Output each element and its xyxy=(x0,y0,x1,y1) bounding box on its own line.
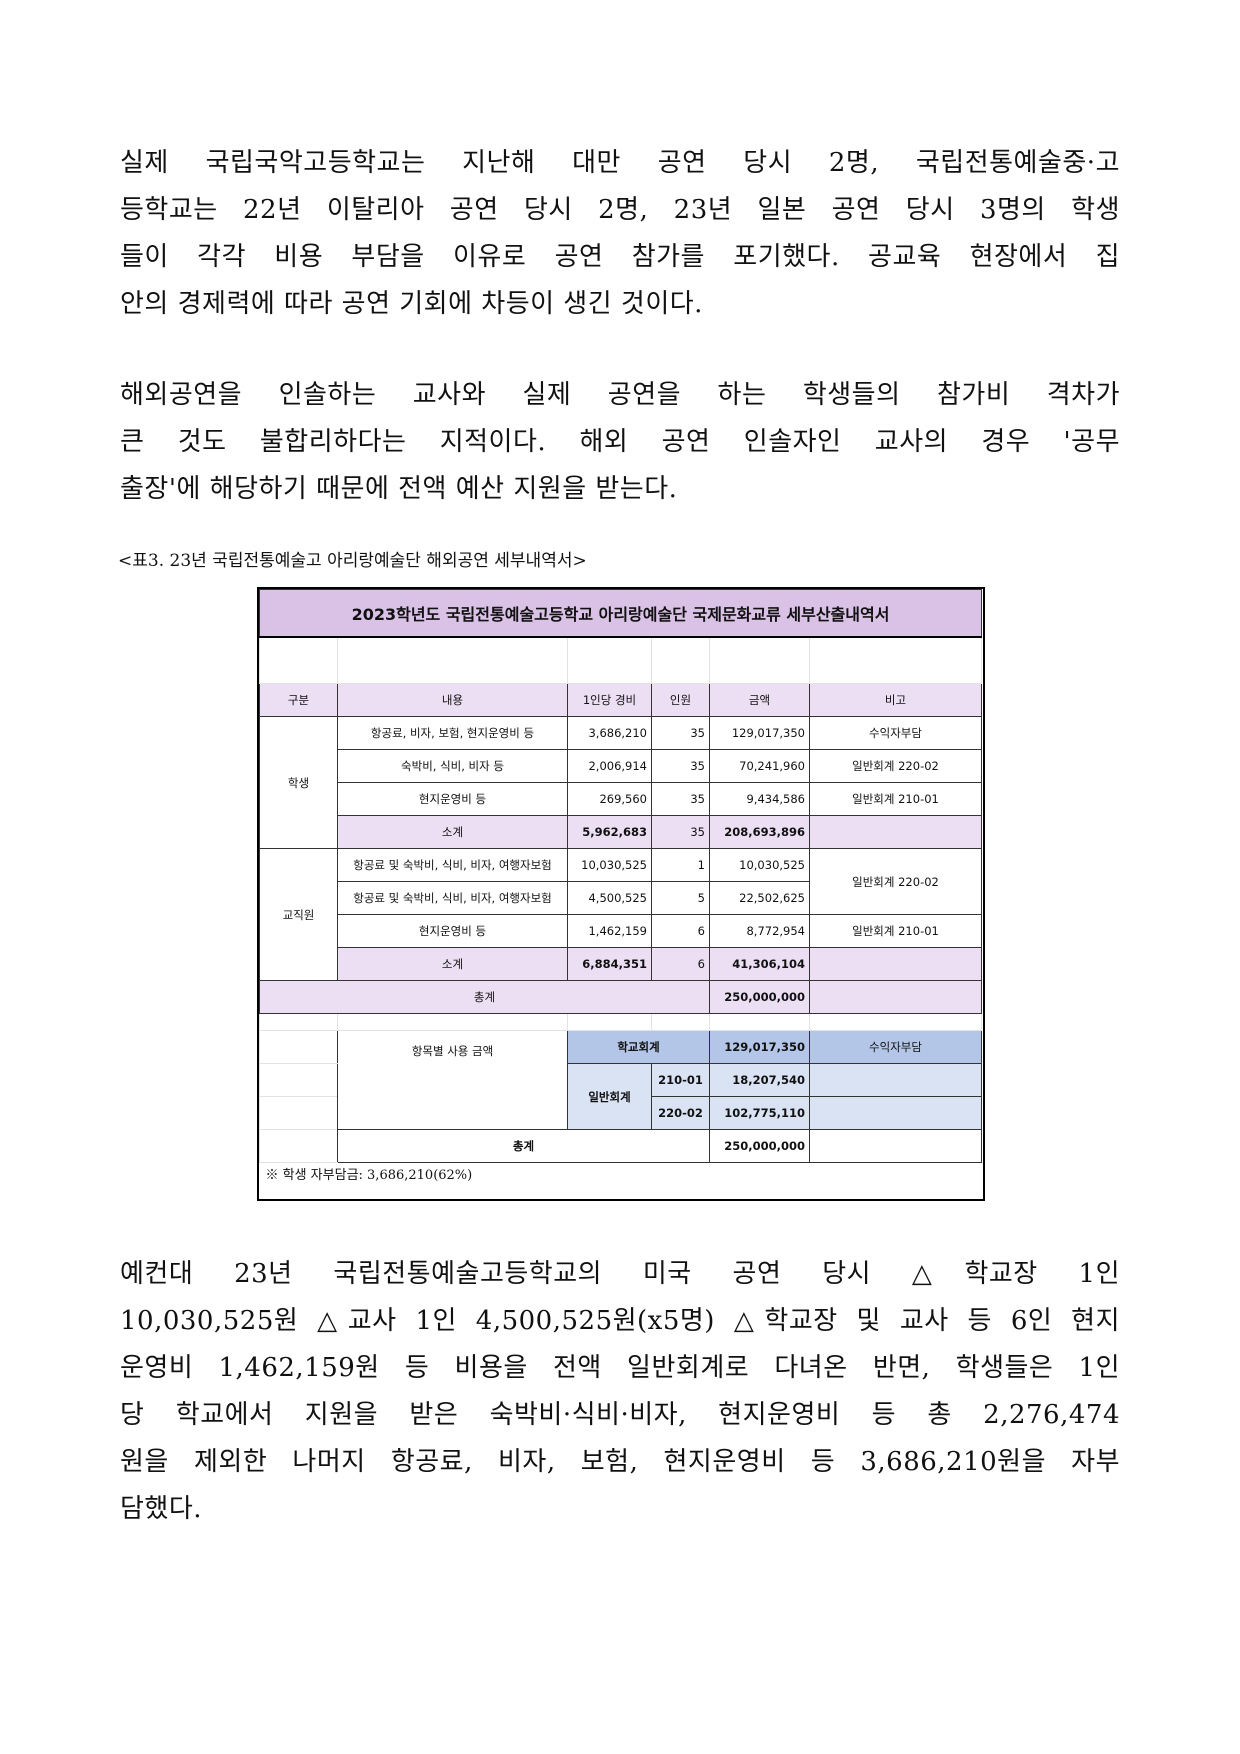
cell xyxy=(808,1096,983,1130)
text-line: 해외공연을 인솔하는 교사와 실제 공연을 하는 학생들의 참가비 격차가 xyxy=(120,380,1120,410)
text-line: 안의 경제력에 따라 공연 기회에 차등이 생긴 것이다. xyxy=(120,289,703,319)
header-row: 구분 내용 1인당 경비 인원 금액 비고 xyxy=(259,683,983,717)
cell: 항공료 및 숙박비, 식비, 비자, 여행자보험 xyxy=(337,881,568,915)
text-line: 등학교는 22년 이탈리아 공연 당시 2명, 23년 일본 공연 당시 3명의… xyxy=(120,195,1120,225)
paragraph-3: 예컨대 23년 국립전통예술고등학교의 미국 공연 당시 △학교장 1인 10,… xyxy=(120,1251,1120,1533)
col-header: 구분 xyxy=(259,683,338,717)
text-line: 예컨대 23년 국립전통예술고등학교의 미국 공연 당시 △학교장 1인 xyxy=(120,1259,1120,1289)
cell: 250,000,000 xyxy=(709,980,810,1014)
table-row: 현지운영비 등 269,560 35 9,434,586 일반회계 210-01 xyxy=(260,782,983,816)
cell: 일반회계 220-02 xyxy=(808,848,983,915)
table-footnote: ※ 학생 자부담금: 3,686,210(62%) xyxy=(265,1167,473,1183)
text-line: 원을 제외한 나머지 항공료, 비자, 보험, 현지운영비 등 3,686,21… xyxy=(120,1447,1120,1477)
cell: 1,462,159 xyxy=(567,914,652,948)
cell: 210-01 xyxy=(651,1063,710,1097)
cell: 숙박비, 식비, 비자 등 xyxy=(337,749,568,783)
paragraph-2: 해외공연을 인솔하는 교사와 실제 공연을 하는 학생들의 참가비 격차가 큰 … xyxy=(120,372,1120,513)
text-line: 들이 각각 비용 부담을 이유로 공연 참가를 포기했다. 공교육 현장에서 집 xyxy=(120,242,1120,272)
cell: 6,884,351 xyxy=(567,947,652,981)
subtotal-row: 소계 6,884,351 6 41,306,104 xyxy=(260,947,983,981)
summary-row: 항목별 사용 금액 학교회계 129,017,350 수익자부담 xyxy=(259,1030,983,1130)
group-student: 학생 xyxy=(259,716,338,849)
cell: 41,306,104 xyxy=(709,947,810,981)
cell: 항공료 및 숙박비, 식비, 비자, 여행자보험 xyxy=(337,848,568,882)
text-line: 실제 국립국악고등학교는 지난해 대만 공연 당시 2명, 국립전통예술중·고 xyxy=(120,148,1120,178)
budget-table-image: 2023학년도 국립전통예술고등학교 아리랑예술단 국제문화교류 세부산출내역서… xyxy=(257,587,985,1201)
cell: 6 xyxy=(651,947,710,981)
cell: 3,686,210 xyxy=(567,716,652,750)
cell: 22,502,625 xyxy=(709,881,810,915)
cell: 학교회계 xyxy=(567,1030,710,1064)
cell: 소계 xyxy=(337,815,568,849)
col-header: 1인당 경비 xyxy=(567,683,652,717)
cell: 10,030,525 xyxy=(567,848,652,882)
table-caption: <표3. 23년 국립전통예술고 아리랑예술단 해외공연 세부내역서> xyxy=(118,551,587,571)
table-row: 숙박비, 식비, 비자 등 2,006,914 35 70,241,960 일반… xyxy=(260,749,983,783)
cell: 35 xyxy=(651,749,710,783)
cell: 129,017,350 xyxy=(709,716,810,750)
cell: 102,775,110 xyxy=(709,1096,810,1130)
cell: 208,693,896 xyxy=(709,815,810,849)
table-title-row: 2023학년도 국립전통예술고등학교 아리랑예술단 국제문화교류 세부산출내역서 xyxy=(259,589,983,638)
text-line: 운영비 1,462,159원 등 비용을 전액 일반회계로 다녀온 반면, 학생… xyxy=(120,1353,1120,1383)
cell xyxy=(808,1063,983,1097)
col-header: 인원 xyxy=(651,683,710,717)
table-row: 학생 항공료, 비자, 보험, 현지운영비 등 3,686,210 35 129… xyxy=(259,716,983,849)
cell xyxy=(808,815,983,849)
cell: 일반회계 xyxy=(567,1063,652,1130)
cell: 4,500,525 xyxy=(567,881,652,915)
col-header: 내용 xyxy=(337,683,568,717)
total-row: 총계 250,000,000 xyxy=(259,980,983,1014)
summary-row: 일반회계 210-01 18,207,540 xyxy=(259,1063,983,1130)
table-title: 2023학년도 국립전통예술고등학교 아리랑예술단 국제문화교류 세부산출내역서 xyxy=(259,589,983,638)
cell: 항공료, 비자, 보험, 현지운영비 등 xyxy=(337,716,568,750)
table-row: 교직원 항공료 및 숙박비, 식비, 비자, 여행자보험 10,030,525 … xyxy=(259,848,983,981)
text-line: 당 학교에서 지원을 받은 숙박비·식비·비자, 현지운영비 등 총 2,276… xyxy=(120,1400,1120,1430)
cell: 현지운영비 등 xyxy=(337,782,568,816)
cell: 수익자부담 xyxy=(808,716,983,750)
cell: 10,030,525 xyxy=(709,848,810,882)
cell: 총계 xyxy=(259,980,710,1014)
text-line: 출장'에 해당하기 때문에 전액 예산 지원을 받는다. xyxy=(120,474,678,504)
group-staff: 교직원 xyxy=(259,848,338,981)
cell: 총계 xyxy=(337,1129,710,1163)
text-line: 10,030,525원 △교사 1인 4,500,525원(x5명) △학교장 … xyxy=(120,1306,1120,1336)
subtotal-row: 소계 5,962,683 35 208,693,896 xyxy=(260,815,983,849)
col-header: 비고 xyxy=(808,683,983,717)
cell: 2,006,914 xyxy=(567,749,652,783)
budget-table: 2023학년도 국립전통예술고등학교 아리랑예술단 국제문화교류 세부산출내역서… xyxy=(259,589,983,1183)
cell: 5 xyxy=(651,881,710,915)
table-row: 현지운영비 등 1,462,159 6 8,772,954 일반회계 210-0… xyxy=(260,914,983,948)
cell: 일반회계 210-01 xyxy=(808,782,983,816)
cell: 70,241,960 xyxy=(709,749,810,783)
table-row: 항공료 및 숙박비, 식비, 비자, 여행자보험 4,500,525 5 22,… xyxy=(260,881,982,915)
cell: 6 xyxy=(651,914,710,948)
cell: 269,560 xyxy=(567,782,652,816)
cell: 8,772,954 xyxy=(709,914,810,948)
cell: 일반회계 220-02 xyxy=(808,749,983,783)
cell: 9,434,586 xyxy=(709,782,810,816)
cell: 현지운영비 등 xyxy=(337,914,568,948)
cell: 35 xyxy=(651,716,710,750)
summary-total-row: 총계 250,000,000 xyxy=(259,1129,983,1163)
cell: 220-02 xyxy=(651,1096,710,1130)
cell: 35 xyxy=(651,815,710,849)
cell: 18,207,540 xyxy=(709,1063,810,1097)
paragraph-1: 실제 국립국악고등학교는 지난해 대만 공연 당시 2명, 국립전통예술중·고 … xyxy=(120,140,1120,328)
cell xyxy=(808,1129,983,1163)
cell: 일반회계 210-01 xyxy=(808,914,983,948)
cell xyxy=(808,980,983,1014)
cell: 5,962,683 xyxy=(567,815,652,849)
cell: 35 xyxy=(651,782,710,816)
text-line: 담했다. xyxy=(120,1494,203,1524)
cell: 수익자부담 xyxy=(808,1030,983,1064)
cell xyxy=(808,947,983,981)
summary-label: 항목별 사용 금액 xyxy=(337,1030,568,1130)
cell: 소계 xyxy=(337,947,568,981)
cell: 250,000,000 xyxy=(709,1129,810,1163)
cell: 129,017,350 xyxy=(709,1030,810,1064)
cell: 1 xyxy=(651,848,710,882)
text-line: 큰 것도 불합리하다는 지적이다. 해외 공연 인솔자인 교사의 경우 '공무 xyxy=(120,427,1120,457)
col-header: 금액 xyxy=(709,683,810,717)
